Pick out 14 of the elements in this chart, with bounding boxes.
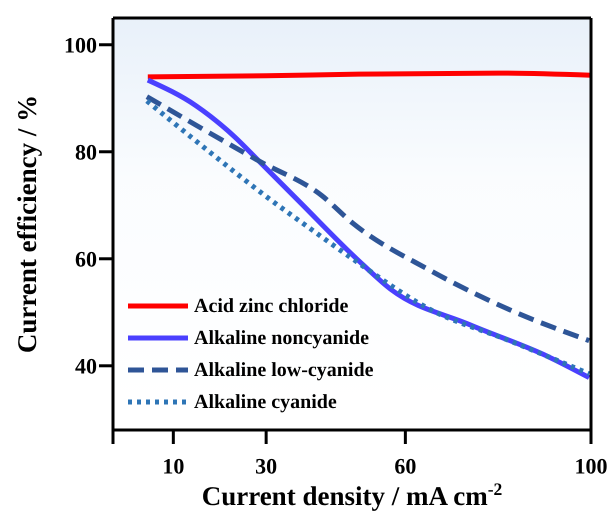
y-tick-label: 80	[75, 140, 97, 165]
x-tick-label: 100	[574, 454, 608, 479]
legend-label: Alkaline cyanide	[194, 390, 337, 414]
y-tick-label: 100	[64, 32, 97, 58]
legend-label: Alkaline noncyanide	[194, 326, 370, 350]
legend-label: Alkaline low-cyanide	[194, 358, 374, 382]
y-tick-label: 40	[75, 354, 97, 379]
x-axis-title: Current density / mA cm$^{-2}$	[202, 479, 503, 511]
y-axis-title: Current efficiency / %	[12, 94, 42, 354]
y-tick-label: 60	[75, 246, 97, 272]
x-tick-label: 60	[394, 454, 416, 479]
legend-label: Acid zinc chloride	[194, 294, 348, 318]
x-tick-label: 30	[255, 454, 278, 479]
x-tick-label: 10	[162, 454, 184, 479]
